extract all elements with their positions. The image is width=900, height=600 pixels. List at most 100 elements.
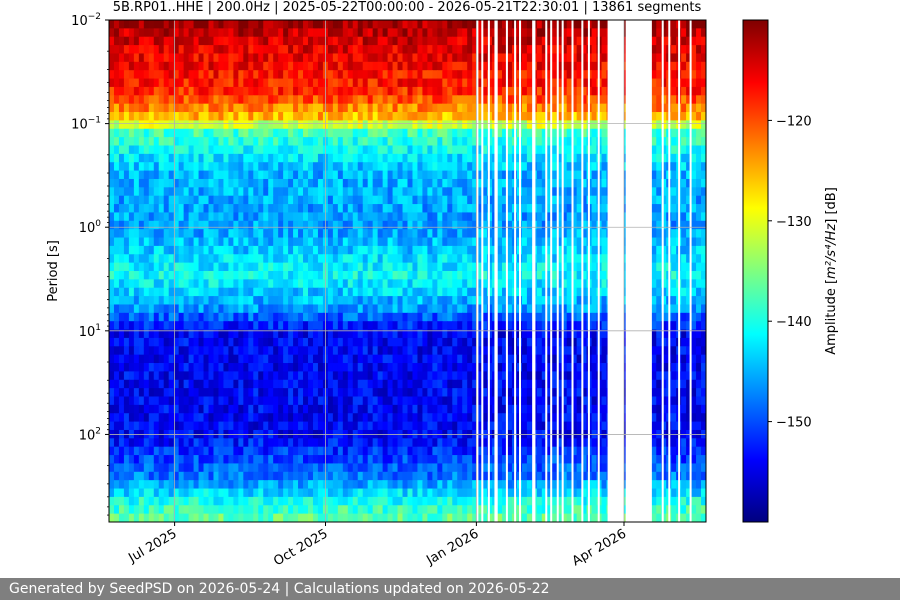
heatmap-cell <box>342 312 349 322</box>
heatmap-cell <box>173 70 180 80</box>
heatmap-cell <box>696 153 702 163</box>
heatmap-cell <box>327 346 334 356</box>
heatmap-cell <box>342 212 349 222</box>
heatmap-cell <box>457 112 463 121</box>
heatmap-cell <box>462 262 468 272</box>
heatmap-cell <box>133 229 140 239</box>
heatmap-cell <box>497 187 503 197</box>
heatmap-cell <box>118 254 125 264</box>
heatmap-cell <box>502 237 508 247</box>
heatmap-cell <box>238 36 244 46</box>
heatmap-cell <box>263 354 269 364</box>
heatmap-cell <box>521 112 528 121</box>
heatmap-cell <box>467 287 473 297</box>
heatmap-cell <box>193 363 200 372</box>
heatmap-cell <box>233 220 239 230</box>
heatmap-cell <box>502 287 508 297</box>
heatmap-cell <box>656 153 662 163</box>
heatmap-cell <box>377 304 384 314</box>
heatmap-cell <box>332 178 339 188</box>
heatmap-cell <box>228 86 234 96</box>
heatmap-cell <box>377 70 384 80</box>
heatmap-cell <box>377 153 384 163</box>
heatmap-cell <box>218 363 225 372</box>
heatmap-cell <box>238 329 244 339</box>
heatmap-cell <box>422 120 428 130</box>
heatmap-cell <box>148 279 155 289</box>
heatmap-cell <box>178 346 185 356</box>
heatmap-cell <box>263 204 269 214</box>
heatmap-cell <box>263 153 269 163</box>
heatmap-cell <box>293 53 299 63</box>
heatmap-cell <box>482 229 488 239</box>
heatmap-cell <box>452 170 458 180</box>
heatmap-cell <box>402 279 409 289</box>
heatmap-cell <box>109 312 115 322</box>
heatmap-cell <box>442 112 448 121</box>
heatmap-cell <box>317 178 324 188</box>
heatmap-cell <box>303 271 309 280</box>
heatmap-cell <box>253 162 259 172</box>
heatmap-cell <box>601 53 608 63</box>
heatmap-cell <box>337 262 344 272</box>
heatmap-cell <box>521 128 528 138</box>
heatmap-cell <box>497 279 503 289</box>
heatmap-cell <box>357 271 364 280</box>
heatmap-cell <box>507 337 513 347</box>
heatmap-cell <box>248 145 254 155</box>
heatmap-cell <box>143 321 150 331</box>
heatmap-cell <box>541 271 548 280</box>
heatmap-cell <box>407 95 414 105</box>
heatmap-cell <box>327 245 334 255</box>
heatmap-cell <box>402 36 409 46</box>
heatmap-cell <box>661 229 667 239</box>
heatmap-cell <box>278 120 284 130</box>
heatmap-cell <box>576 137 583 147</box>
heatmap-cell <box>153 95 160 105</box>
heatmap-cell <box>133 195 140 205</box>
heatmap-cell <box>183 304 190 314</box>
heatmap-cell <box>661 346 667 356</box>
heatmap-cell <box>507 78 513 88</box>
heatmap-cell <box>173 36 180 46</box>
heatmap-cell <box>312 36 319 46</box>
heatmap-cell <box>392 153 399 163</box>
heatmap-cell <box>696 70 702 80</box>
heatmap-cell <box>392 70 399 80</box>
heatmap-cell <box>158 162 165 172</box>
heatmap-cell <box>497 337 503 347</box>
heatmap-cell <box>248 36 254 46</box>
heatmap-cell <box>133 220 140 230</box>
heatmap-cell <box>342 195 349 205</box>
heatmap-cell <box>651 229 657 239</box>
heatmap-cell <box>158 145 165 155</box>
heatmap-cell <box>283 36 289 46</box>
heatmap-cell <box>691 61 697 71</box>
heatmap-cell <box>487 204 493 214</box>
heatmap-cell <box>502 321 508 331</box>
heatmap-cell <box>427 346 433 356</box>
heatmap-cell <box>407 170 414 180</box>
heatmap-cell <box>362 95 369 105</box>
heatmap-cell <box>671 137 677 147</box>
heatmap-cell <box>268 220 274 230</box>
heatmap-cell <box>298 45 304 55</box>
heatmap-cell <box>661 128 667 138</box>
heatmap-cell <box>656 28 662 38</box>
heatmap-cell <box>541 304 548 314</box>
heatmap-cell <box>651 254 657 264</box>
heatmap-cell <box>681 287 687 297</box>
heatmap-cell <box>691 45 697 55</box>
heatmap-cell <box>407 128 414 138</box>
heatmap-cell <box>482 279 488 289</box>
heatmap-cell <box>312 279 319 289</box>
heatmap-cell <box>193 20 200 29</box>
heatmap-cell <box>442 137 448 147</box>
heatmap-cell <box>223 296 229 306</box>
heatmap-cell <box>462 178 468 188</box>
heatmap-cell <box>452 195 458 205</box>
heatmap-cell <box>681 36 687 46</box>
heatmap-cell <box>288 220 294 230</box>
heatmap-cell <box>507 321 513 331</box>
heatmap-cell <box>561 195 568 205</box>
